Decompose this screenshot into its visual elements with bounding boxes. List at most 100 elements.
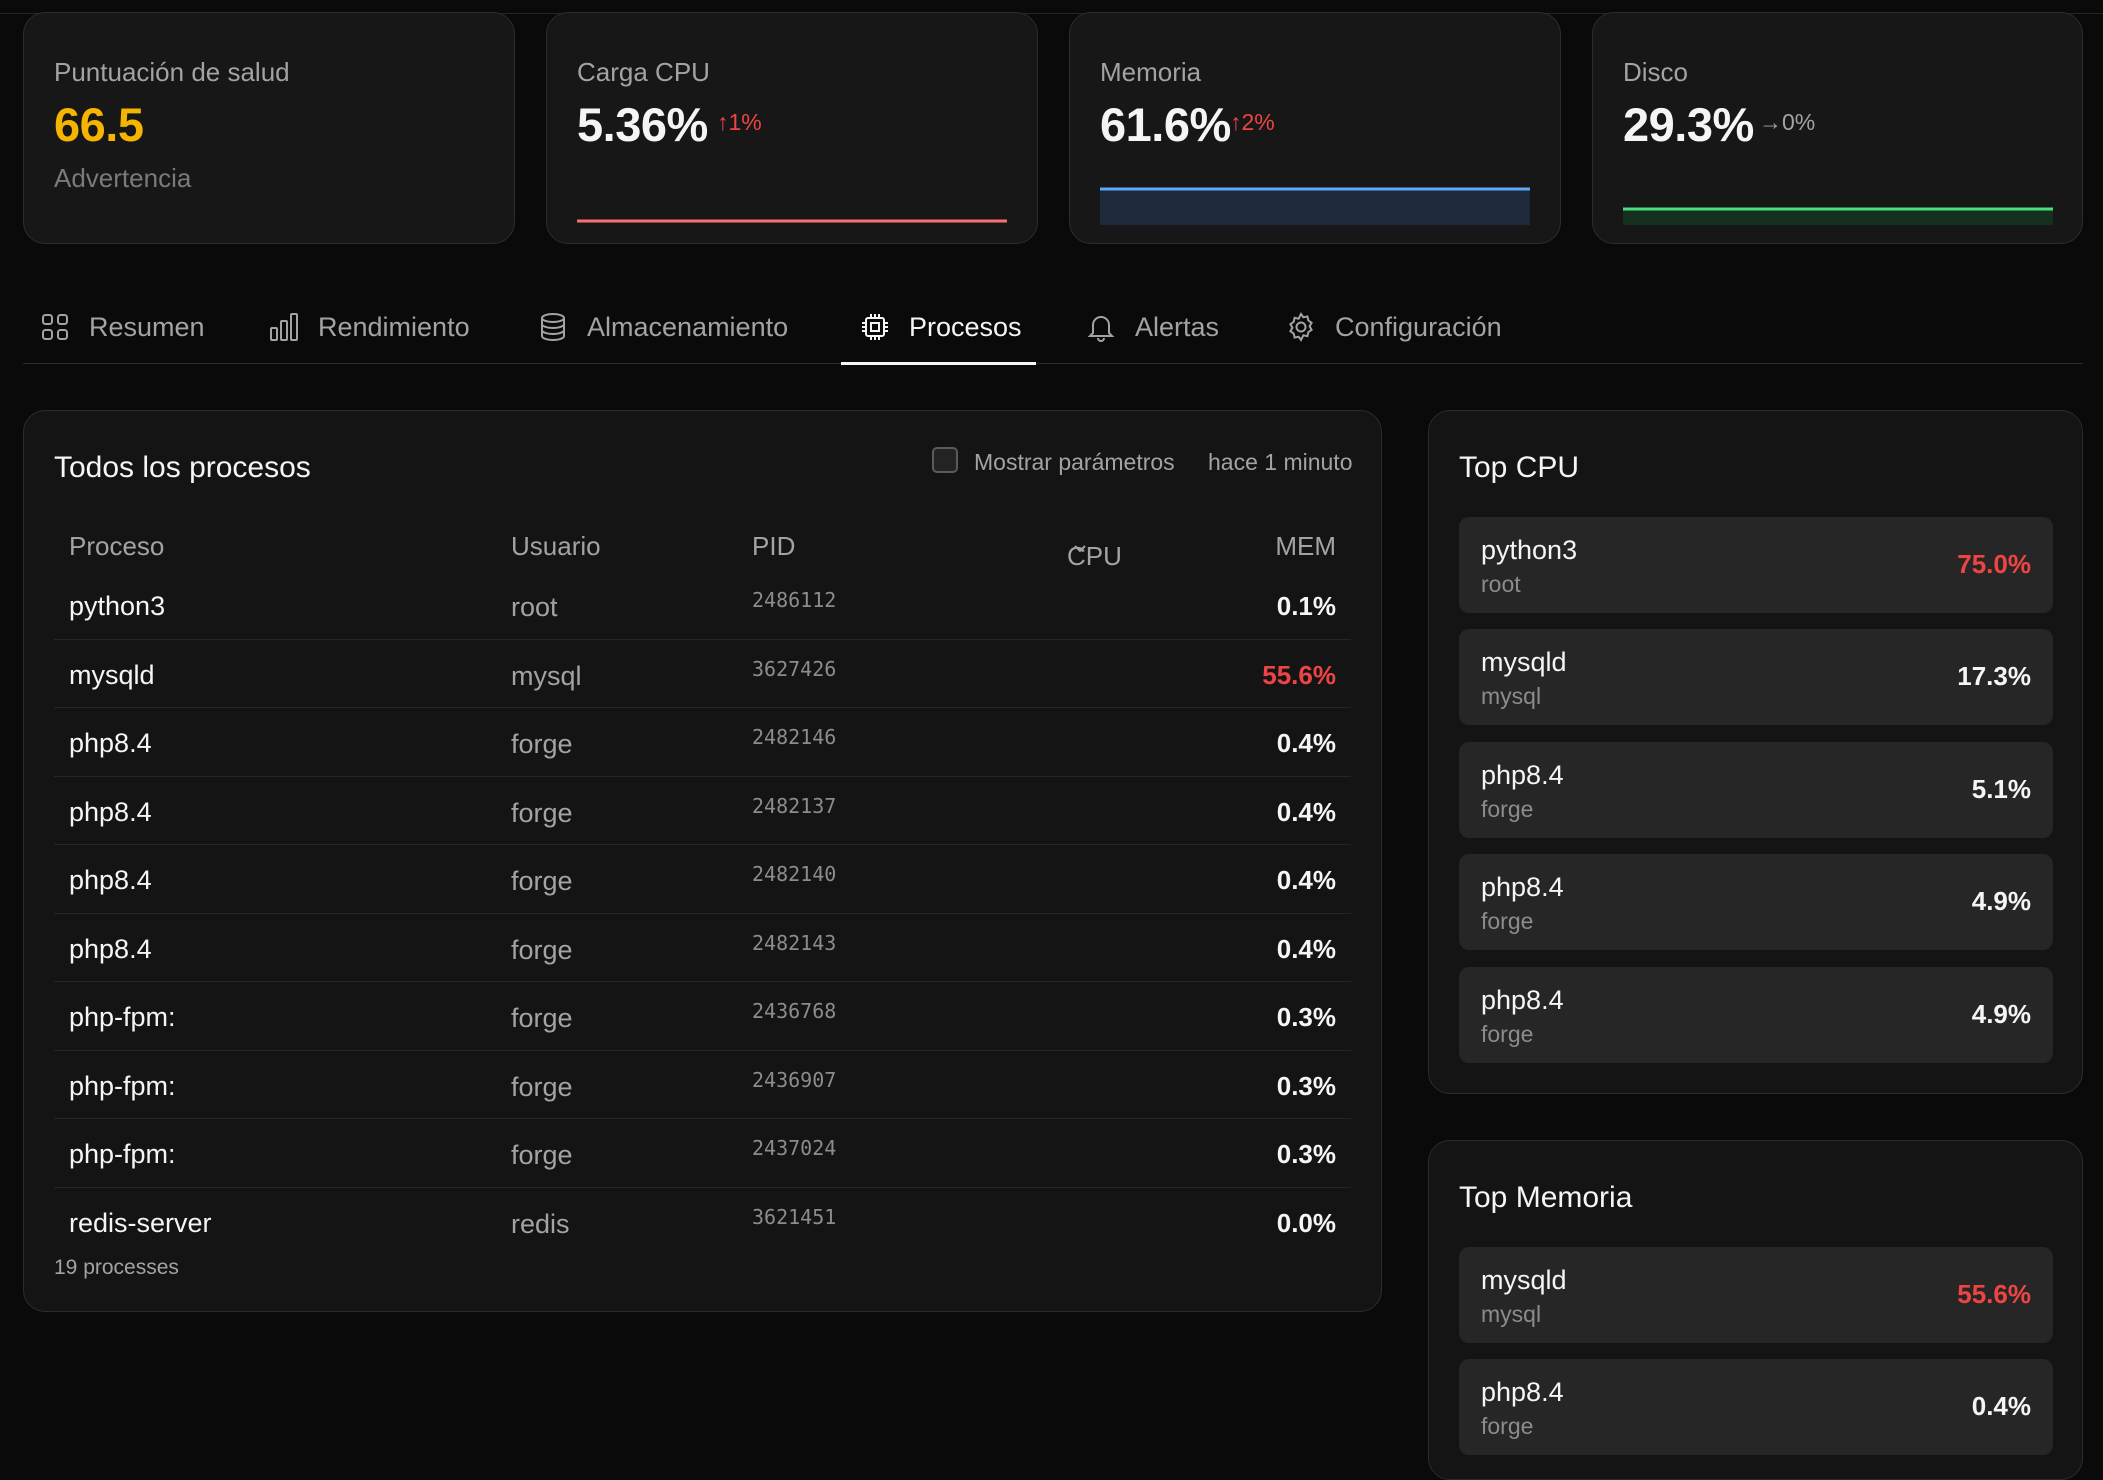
item-user: mysql (1481, 683, 1542, 709)
table-row[interactable]: python3 root 2486112 0.1% (54, 571, 1351, 640)
process-pid: 2486112 (752, 588, 837, 612)
item-value: 4.9% (1971, 999, 2031, 1029)
item-name: php8.4 (1481, 985, 1564, 1015)
process-pid: 2482146 (752, 725, 837, 749)
item-user: forge (1481, 796, 1534, 822)
column-user[interactable]: Usuario (511, 531, 601, 561)
list-item[interactable]: mysqld mysql 55.6% (1459, 1247, 2053, 1343)
tab-label: Procesos (909, 311, 1022, 342)
tab-rendimiento[interactable]: Rendimiento (268, 290, 470, 364)
list-item[interactable]: php8.4 forge 4.9% (1459, 854, 2053, 950)
item-name: php8.4 (1481, 760, 1564, 790)
process-mem: 0.3% (1276, 1002, 1336, 1032)
process-pid: 2436768 (752, 999, 837, 1023)
tab-almacenamiento[interactable]: Almacenamiento (537, 290, 788, 364)
process-user: mysql (511, 660, 582, 691)
process-user: redis (511, 1208, 570, 1237)
item-value: 17.3% (1957, 661, 2031, 691)
table-row[interactable]: php-fpm: forge 2437024 0.3% (54, 1119, 1351, 1188)
process-name: redis-server (69, 1207, 212, 1237)
top-memory-panel: Top Memoria mysqld mysql 55.6% php8.4 fo… (1428, 1140, 2083, 1480)
top-divider (0, 13, 2103, 14)
item-user: forge (1481, 1413, 1534, 1439)
item-value: 55.6% (1957, 1279, 2031, 1309)
process-name: php8.4 (69, 728, 152, 758)
process-mem: 0.4% (1276, 796, 1336, 827)
memory-sparkline (1100, 187, 1530, 225)
item-value: 75.0% (1957, 549, 2031, 579)
table-row[interactable]: php8.4 forge 2482140 0.4% (54, 845, 1351, 914)
process-user: forge (511, 729, 573, 759)
column-mem[interactable]: MEM (1275, 531, 1336, 561)
show-params-label[interactable]: Mostrar parámetros (974, 449, 1175, 475)
processes-panel: Todos los procesos Mostrar parámetros ha… (23, 410, 1382, 1312)
process-mem: 0.3% (1276, 1070, 1336, 1101)
list-item[interactable]: python3 root 75.0% (1459, 517, 2053, 613)
disk-card: Disco 29.3% →0% (1592, 12, 2083, 244)
table-row[interactable]: php-fpm: forge 2436907 0.3% (54, 1051, 1351, 1119)
memory-delta-text: 2% (1241, 109, 1275, 135)
health-score-value: 66.5 (54, 98, 144, 151)
item-name: mysqld (1481, 1265, 1567, 1295)
tab-procesos[interactable]: Procesos (841, 290, 1036, 365)
disk-value: 29.3% (1623, 98, 1754, 151)
memory-delta: ↑2% (1230, 109, 1275, 136)
process-mem: 0.1% (1276, 591, 1336, 621)
process-rows[interactable]: python3 root 2486112 0.1% mysqld mysql 3… (54, 571, 1351, 1236)
bell-icon (1087, 316, 1115, 342)
tab-label: Alertas (1135, 311, 1220, 342)
disk-sparkline (1623, 207, 2053, 225)
process-user: forge (511, 797, 573, 828)
process-user: forge (511, 1003, 573, 1033)
table-row[interactable]: php8.4 forge 2482137 0.4% (54, 777, 1351, 845)
memory-card: Memoria 61.6% ↑2% (1069, 12, 1561, 244)
tab-configuracion[interactable]: Configuración (1285, 290, 1502, 364)
cpu-chip-icon (862, 314, 888, 340)
list-item[interactable]: php8.4 forge 5.1% (1459, 742, 2053, 838)
table-row[interactable]: php8.4 forge 2482146 0.4% (54, 708, 1351, 777)
tab-label: Configuración (1335, 311, 1502, 342)
column-cpu[interactable]: CPU (1067, 531, 1122, 571)
process-mem: 0.4% (1276, 933, 1336, 964)
list-item[interactable]: mysqld mysql 17.3% (1459, 629, 2053, 725)
process-mem: 0.4% (1276, 728, 1336, 758)
item-user: root (1481, 571, 1521, 597)
disk-label: Disco (1623, 57, 1689, 87)
tab-resumen[interactable]: Resumen (39, 290, 205, 364)
table-row[interactable]: php8.4 forge 2482143 0.4% (54, 914, 1351, 982)
disk-delta: →0% (1759, 109, 1815, 136)
table-row[interactable]: redis-server redis 3621451 0.0% (54, 1188, 1351, 1237)
process-pid: 2482143 (752, 930, 837, 955)
show-params-checkbox[interactable] (932, 447, 958, 473)
cpu-sparkline (577, 219, 1007, 223)
item-user: forge (1481, 908, 1534, 934)
column-pid[interactable]: PID (752, 531, 796, 561)
item-value: 5.1% (1971, 774, 2031, 804)
process-name: python3 (69, 591, 166, 621)
item-name: python3 (1481, 535, 1578, 565)
last-updated: hace 1 minuto (1208, 449, 1353, 475)
tab-label: Resumen (89, 311, 205, 342)
memory-value: 61.6% (1100, 98, 1231, 151)
item-user: forge (1481, 1021, 1534, 1047)
tab-alertas[interactable]: Alertas (1085, 290, 1219, 364)
table-row[interactable]: php-fpm: forge 2436768 0.3% (54, 982, 1351, 1051)
process-pid: 2482140 (752, 862, 837, 886)
list-item[interactable]: php8.4 forge 4.9% (1459, 967, 2053, 1063)
process-user: forge (511, 934, 573, 965)
process-mem: 0.4% (1276, 865, 1336, 895)
cpu-load-delta: ↑1% (717, 109, 762, 136)
process-mem: 0.0% (1276, 1207, 1336, 1237)
item-name: mysqld (1481, 647, 1567, 677)
arrow-up-icon: ↑ (1230, 109, 1242, 135)
process-pid: 3627426 (752, 656, 837, 681)
process-pid: 2482137 (752, 793, 837, 818)
process-mem: 55.6% (1262, 659, 1336, 690)
tab-label: Rendimiento (318, 311, 470, 342)
process-name: php8.4 (69, 865, 152, 895)
item-value: 0.4% (1971, 1391, 2031, 1421)
list-item[interactable]: php8.4 forge 0.4% (1459, 1359, 2053, 1455)
table-row[interactable]: mysqld mysql 3627426 55.6% (54, 640, 1351, 708)
process-user: forge (511, 1071, 573, 1102)
column-process[interactable]: Proceso (69, 531, 165, 561)
